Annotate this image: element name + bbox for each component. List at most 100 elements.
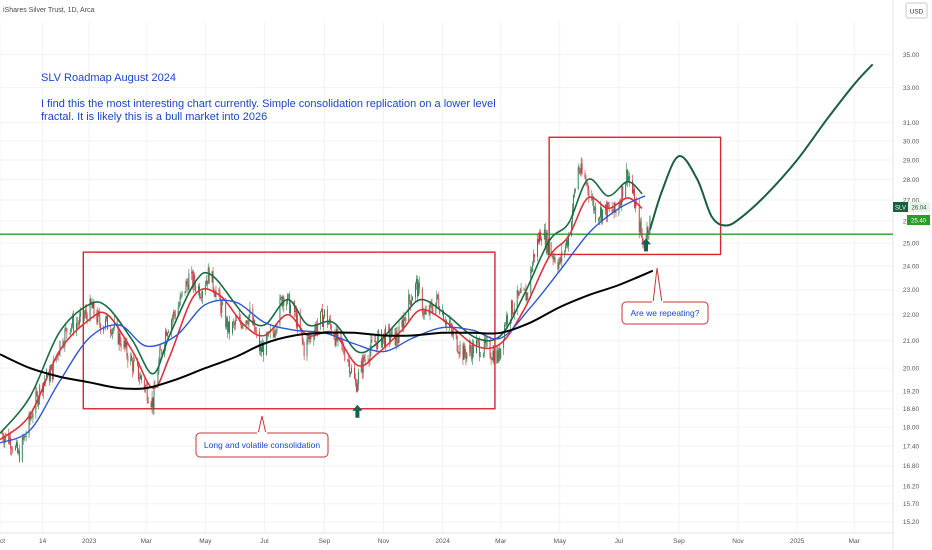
last-price-badge-value-bg: [908, 202, 930, 212]
candle-body: [533, 254, 535, 263]
x-tick-label: Nov: [732, 538, 744, 545]
candle-body: [601, 209, 603, 221]
candle-body: [52, 360, 54, 380]
candle-body: [326, 309, 328, 325]
candle-body: [551, 255, 553, 257]
candle-body: [404, 317, 406, 319]
candle-body: [118, 333, 120, 345]
candle-body: [29, 413, 31, 420]
candle-body: [435, 302, 437, 314]
candle-body: [327, 322, 329, 325]
candle-body: [455, 332, 457, 336]
candle-body: [296, 314, 298, 328]
candle-body: [557, 262, 559, 269]
candle-body: [159, 349, 161, 360]
candle-body: [581, 163, 583, 174]
candle-body: [634, 202, 636, 209]
candle-body: [208, 267, 210, 283]
candle-body: [166, 331, 168, 336]
candle-body: [261, 346, 262, 353]
ma-mid-line: [0, 178, 643, 434]
price-axis[interactable]: 15.20 15.70 16.20 16.80 17.40 18.00 18.60 19.20…: [903, 52, 920, 526]
candle-body: [423, 311, 425, 315]
candle-body: [11, 448, 13, 450]
x-tick-label: May: [199, 538, 212, 545]
candle-body: [130, 355, 132, 362]
notes-line-2: fractal. It is likely this is a bull mar…: [41, 111, 267, 123]
candle-body: [89, 298, 91, 322]
candle-body: [179, 296, 181, 305]
candle-body: [168, 331, 169, 333]
candle-body: [313, 337, 315, 340]
candle-body: [173, 311, 175, 315]
candle-body: [193, 274, 195, 288]
candle-body: [299, 314, 301, 331]
candle-body: [375, 341, 377, 343]
callout-consolidation: Long and volatile consolidation: [195, 415, 329, 458]
candle-body: [361, 360, 363, 374]
candle-body: [64, 329, 66, 346]
candle-body: [592, 198, 594, 200]
candle-body: [316, 323, 318, 332]
candle-body: [459, 344, 461, 354]
candle-body: [613, 202, 615, 213]
candle-body: [55, 357, 57, 361]
candle-body: [28, 413, 30, 436]
x-tick-label: Nov: [378, 538, 390, 545]
candle-body: [439, 308, 441, 314]
candle-body: [611, 207, 613, 212]
candle-body: [540, 239, 542, 241]
candle-body: [477, 340, 478, 342]
candle-body: [99, 314, 101, 325]
annotation-rectangle: [548, 136, 722, 256]
candle-body: [600, 207, 601, 218]
candle-body: [187, 283, 189, 290]
candle-body: [85, 309, 87, 315]
currency-button[interactable]: USD: [905, 2, 928, 19]
time-axis[interactable]: Oct 14 2023 Mar May Jul Sep Nov 2024 Mar May Jul Sep…: [0, 538, 861, 545]
candle-body: [458, 353, 460, 354]
candle-body: [205, 280, 207, 286]
callout-repeating-box: [621, 301, 709, 325]
candle-body: [355, 378, 356, 383]
candle-body: [170, 320, 172, 332]
candle-body: [416, 278, 417, 284]
candle-body: [432, 310, 434, 314]
candle-body: [538, 238, 539, 243]
candle-body: [472, 342, 474, 359]
candle-body: [4, 437, 6, 444]
candle-body: [24, 435, 26, 438]
candle-body: [580, 163, 582, 174]
candle-body: [152, 397, 154, 410]
candle-body: [22, 437, 24, 440]
symbol-title: iShares Silver Trust, 1D, Arca: [3, 7, 95, 14]
candle-body: [416, 278, 418, 297]
candle-body: [220, 299, 222, 313]
candle-body: [355, 382, 357, 392]
y-tick-label: 16.20: [903, 483, 920, 490]
candle-body: [97, 311, 99, 323]
candle-body: [134, 360, 136, 362]
candle-body: [376, 341, 378, 349]
candle-body: [390, 329, 392, 338]
candle-body: [639, 221, 641, 232]
candle-body: [107, 316, 108, 330]
candle-body: [565, 245, 567, 252]
candle-body: [599, 217, 600, 219]
candle-body: [558, 262, 560, 269]
candle-body: [247, 323, 249, 325]
callout-consolidation-text: Long and volatile consolidation: [204, 440, 321, 450]
candle-body: [71, 325, 73, 329]
candle-body: [147, 400, 149, 403]
candle-body: [181, 291, 183, 295]
candle-body: [591, 196, 593, 200]
candle-body: [120, 343, 122, 348]
y-tick-label: 22.00: [903, 312, 920, 319]
candle-body: [482, 353, 484, 357]
annotation-rectangle: [82, 251, 496, 410]
candle-body: [153, 386, 155, 410]
candle-body: [340, 331, 342, 338]
candle-body: [574, 189, 576, 192]
candle-body: [395, 332, 397, 346]
